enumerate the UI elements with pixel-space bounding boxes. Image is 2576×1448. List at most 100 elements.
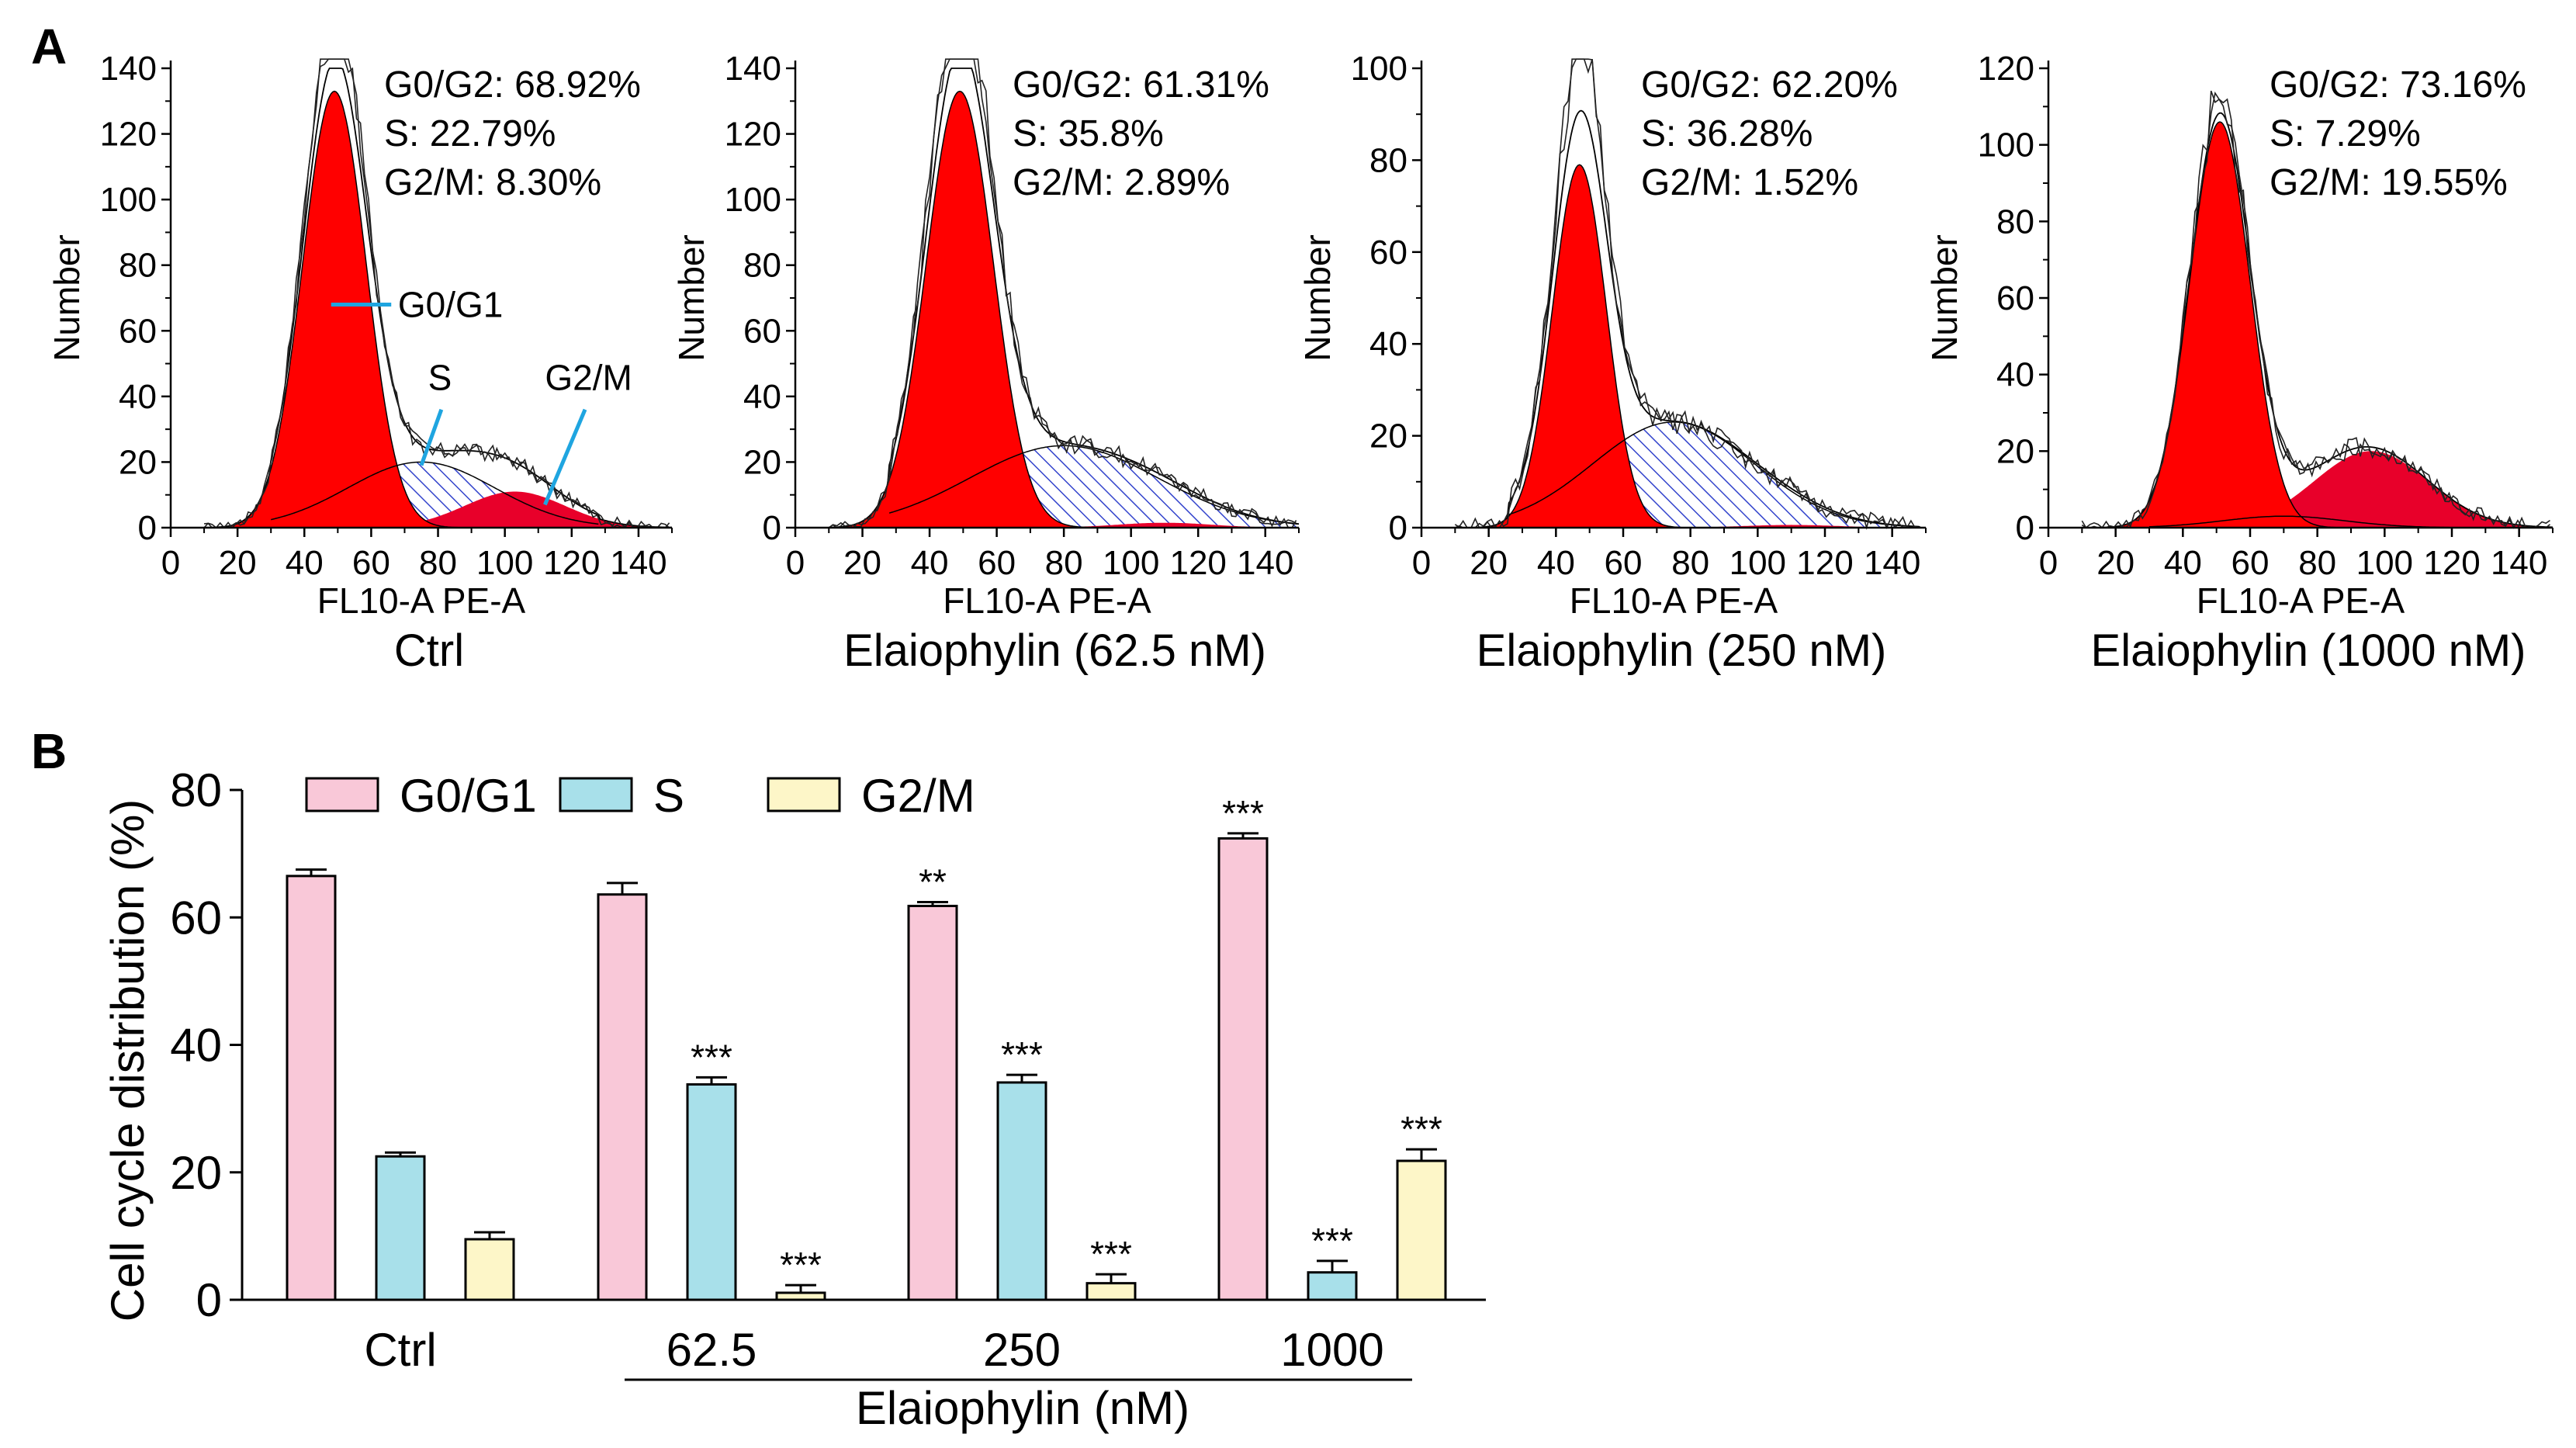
x-tick-label: 40 — [2164, 544, 2202, 582]
x-axis-label: FL10-A PE-A — [1570, 580, 1778, 621]
phase-percentage: G0/G2: 68.92% — [384, 64, 641, 106]
y-tick-label: 100 — [100, 181, 157, 219]
y-tick-label: 40 — [1369, 325, 1407, 363]
category-label: 250 — [983, 1324, 1061, 1376]
s-phase-curve — [2149, 515, 2452, 528]
y-tick-label: 60 — [1369, 234, 1407, 272]
x-tick-label: 140 — [2491, 544, 2547, 582]
histogram-62-5nm: 0 20 40 60 80 100 120 140 0 20 40 60 80 100 120 140 FL10… — [671, 50, 1300, 676]
phase-percentage: G2/M: 19.55% — [2270, 162, 2508, 203]
bar-g0g1 — [907, 904, 958, 1301]
significance-marker: *** — [780, 1245, 822, 1285]
legend-swatch — [767, 777, 841, 812]
bar-s — [686, 1083, 737, 1301]
raw-histogram-trace — [828, 58, 1297, 528]
phase-percentage: G0/G2: 61.31% — [1013, 64, 1269, 106]
s-phase-curve — [271, 461, 599, 525]
y-tick-label: 60 — [1996, 279, 2034, 317]
bar-g2m — [1085, 1282, 1137, 1301]
bar-g0g1 — [1217, 837, 1269, 1301]
x-axis-label: FL10-A PE-A — [2197, 580, 2405, 621]
legend-label: G2/M — [861, 770, 975, 822]
y-tick-label: 80 — [119, 247, 157, 285]
x-axis-label: FL10-A PE-A — [943, 580, 1151, 621]
x-tick-label: 140 — [610, 544, 667, 582]
x-tick-label: 120 — [1796, 544, 1853, 582]
y-tick-label: 0 — [196, 1274, 222, 1326]
y-tick-label: 120 — [100, 116, 157, 154]
y-axis-label: Number — [671, 234, 712, 362]
y-tick-label: 40 — [743, 378, 781, 416]
x-tick-label: 140 — [1237, 544, 1293, 582]
x-tick-label: 0 — [161, 544, 180, 582]
significance-marker: ** — [919, 862, 947, 902]
phase-percentage: S: 35.8% — [1013, 113, 1164, 154]
x-tick-label: 0 — [1412, 544, 1431, 582]
x-axis-label: FL10-A PE-A — [317, 580, 526, 621]
histogram-ctrl: 0 20 40 60 80 100 120 140 0 20 40 60 80 100 120 140 FL10… — [47, 50, 673, 676]
y-tick-label: 100 — [1351, 50, 1407, 88]
phase-percentage: G2/M: 1.52% — [1641, 162, 1858, 203]
callout-label-g2m: G2/M — [545, 357, 632, 397]
bar-g0g1 — [286, 875, 337, 1301]
x-tick-label: 80 — [2298, 544, 2336, 582]
y-tick-label: 60 — [743, 312, 781, 350]
panel-title: Ctrl — [394, 625, 464, 676]
significance-marker: *** — [1090, 1234, 1132, 1274]
x-tick-label: 120 — [1169, 544, 1226, 582]
legend-label: S — [653, 770, 684, 822]
x-tick-label: 80 — [1671, 544, 1709, 582]
y-axis-label: Cell cycle distribution (%) — [102, 799, 154, 1322]
x-tick-label: 120 — [543, 544, 600, 582]
x-tick-label: 100 — [1729, 544, 1786, 582]
phase-percentage: G0/G2: 62.20% — [1641, 64, 1898, 106]
category-label: Ctrl — [364, 1324, 436, 1376]
panel-b-label: B — [31, 723, 67, 779]
y-tick-label: 20 — [1996, 432, 2034, 470]
x-tick-label: 60 — [352, 544, 390, 582]
fitted-curve — [1455, 109, 1926, 528]
g2m-phase-area — [2250, 451, 2553, 528]
y-axis-label: Number — [1297, 234, 1338, 362]
y-tick-label: 80 — [1369, 141, 1407, 179]
legend-label: G0/G1 — [400, 770, 537, 822]
x-tick-label: 40 — [286, 544, 324, 582]
x-tick-label: 20 — [1470, 544, 1508, 582]
panel-title: Elaiophylin (250 nM) — [1477, 625, 1887, 676]
g2m-phase-area — [996, 522, 1299, 528]
y-tick-label: 80 — [743, 247, 781, 285]
bar-s — [1307, 1271, 1358, 1301]
bar-g2m — [1396, 1159, 1447, 1301]
x-tick-label: 140 — [1864, 544, 1920, 582]
y-tick-label: 0 — [763, 509, 781, 547]
y-tick-label: 80 — [1996, 203, 2034, 241]
x-axis-label: Elaiophylin (nM) — [856, 1382, 1189, 1434]
y-tick-label: 40 — [1996, 356, 2034, 394]
x-tick-label: 100 — [476, 544, 533, 582]
bar-s — [375, 1155, 426, 1301]
raw-histogram-trace — [2081, 91, 2551, 529]
x-tick-label: 20 — [2096, 544, 2135, 582]
y-tick-label: 0 — [2016, 509, 2034, 547]
category-label: 1000 — [1280, 1324, 1383, 1376]
y-tick-label: 40 — [170, 1020, 222, 1072]
x-tick-label: 20 — [219, 544, 257, 582]
x-tick-label: 0 — [2039, 544, 2058, 582]
significance-marker: *** — [1401, 1109, 1442, 1149]
y-tick-label: 60 — [170, 892, 222, 944]
raw-histogram-trace — [203, 58, 670, 529]
x-tick-label: 60 — [2231, 544, 2270, 582]
phase-percentage: S: 36.28% — [1641, 113, 1813, 154]
y-tick-label: 120 — [1978, 50, 2034, 88]
phase-percentage: S: 7.29% — [2270, 113, 2421, 154]
y-tick-label: 120 — [725, 116, 781, 154]
y-tick-label: 0 — [1389, 509, 1407, 547]
category-label: 62.5 — [667, 1324, 757, 1376]
x-tick-label: 0 — [786, 544, 805, 582]
x-tick-label: 80 — [419, 544, 457, 582]
significance-marker: *** — [1222, 793, 1264, 833]
y-tick-label: 0 — [138, 509, 157, 547]
legend-swatch — [559, 777, 633, 812]
raw-histogram-trace — [2081, 90, 2550, 528]
